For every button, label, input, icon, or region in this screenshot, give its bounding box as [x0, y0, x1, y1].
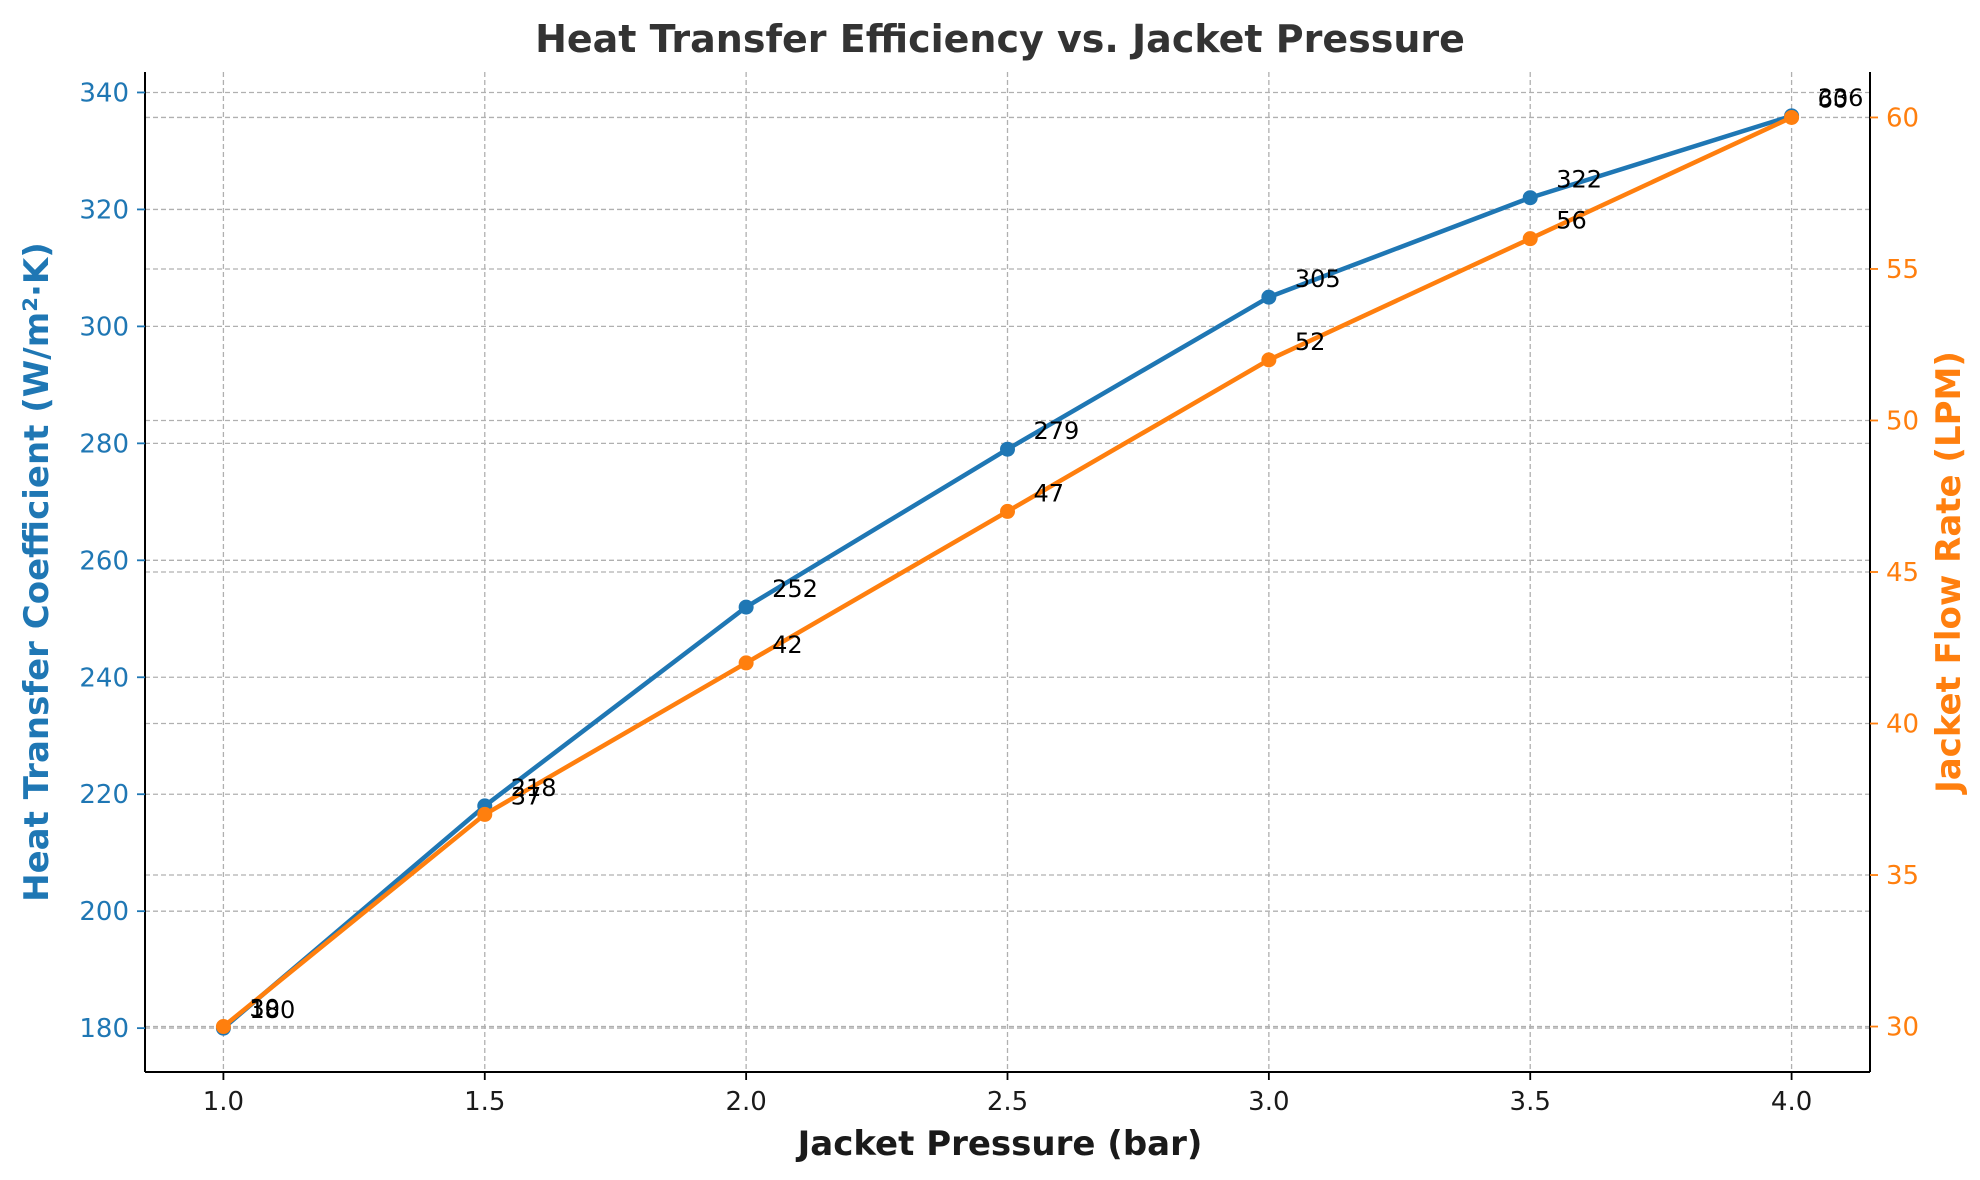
left-y-tick-label: 320 [79, 195, 129, 225]
data-label: 336 [1818, 84, 1864, 112]
left-y-tick-label: 340 [79, 78, 129, 108]
data-point [1000, 441, 1015, 457]
right-y-tick-label: 55 [1886, 255, 1919, 285]
left-y-tick-label: 240 [79, 663, 129, 693]
left-y-tick-label: 180 [79, 1014, 129, 1044]
left-y-tick-label: 200 [79, 897, 129, 927]
axis-ticks: 1.0 1.5 2.0 2.5 3.0 3.5 4.0 180 200 220 240 260 280 3… [79, 78, 1919, 1117]
right-y-tick-label: 45 [1886, 558, 1919, 588]
right-y-tick-label: 60 [1886, 103, 1919, 133]
x-tick-label: 4.0 [1771, 1087, 1812, 1117]
x-tick-label: 2.0 [725, 1087, 766, 1117]
data-point [1000, 503, 1015, 519]
right-y-axis-label: Jacket Flow Rate (LPM) [1929, 351, 1969, 795]
data-label: 52 [1295, 328, 1326, 356]
data-label: 56 [1556, 207, 1587, 235]
left-y-tick-label: 220 [79, 780, 129, 810]
data-point [1784, 109, 1800, 125]
data-label: 218 [511, 774, 557, 802]
data-labels: 180 218 252 279 305 322 336 30 37 42 47 52 56 60 [249, 84, 1863, 1024]
data-point [1522, 231, 1538, 247]
x-tick-label: 3.5 [1510, 1087, 1551, 1117]
data-label: 322 [1556, 166, 1602, 194]
data-label: 180 [249, 996, 295, 1024]
x-tick-label: 3.0 [1248, 1087, 1289, 1117]
left-y-tick-label: 260 [79, 546, 129, 576]
data-label: 279 [1034, 417, 1080, 445]
data-label: 30 [249, 995, 280, 1023]
data-label: 305 [1295, 265, 1341, 293]
data-point [1522, 190, 1538, 206]
left-y-tick-label: 280 [79, 429, 129, 459]
data-point [1261, 352, 1277, 368]
data-label: 252 [772, 575, 818, 603]
data-point [1261, 289, 1277, 305]
data-label: 42 [772, 631, 803, 659]
data-label: 37 [511, 782, 542, 810]
x-tick-label: 1.5 [464, 1087, 505, 1117]
data-point [738, 655, 754, 671]
x-axis-label: Jacket Pressure (bar) [796, 1124, 1203, 1164]
chart-title: Heat Transfer Efficiency vs. Jacket Pres… [535, 17, 1465, 61]
right-y-tick-label: 40 [1886, 710, 1919, 740]
data-label: 47 [1034, 479, 1065, 507]
right-y-tick-label: 30 [1886, 1013, 1919, 1043]
data-point [738, 599, 754, 615]
right-y-tick-label: 50 [1886, 406, 1919, 436]
right-y-tick-label: 35 [1886, 861, 1919, 891]
data-label: 60 [1818, 85, 1849, 113]
left-y-axis-label: Heat Transfer Coefficient (W/m²·K) [17, 242, 57, 902]
data-point [477, 806, 493, 822]
series-layer [215, 108, 1800, 1036]
left-y-tick-label: 300 [79, 312, 129, 342]
x-tick-label: 2.5 [987, 1087, 1028, 1117]
data-point [215, 1019, 231, 1035]
grid-lines [145, 72, 1870, 1072]
x-tick-label: 1.0 [203, 1087, 244, 1117]
